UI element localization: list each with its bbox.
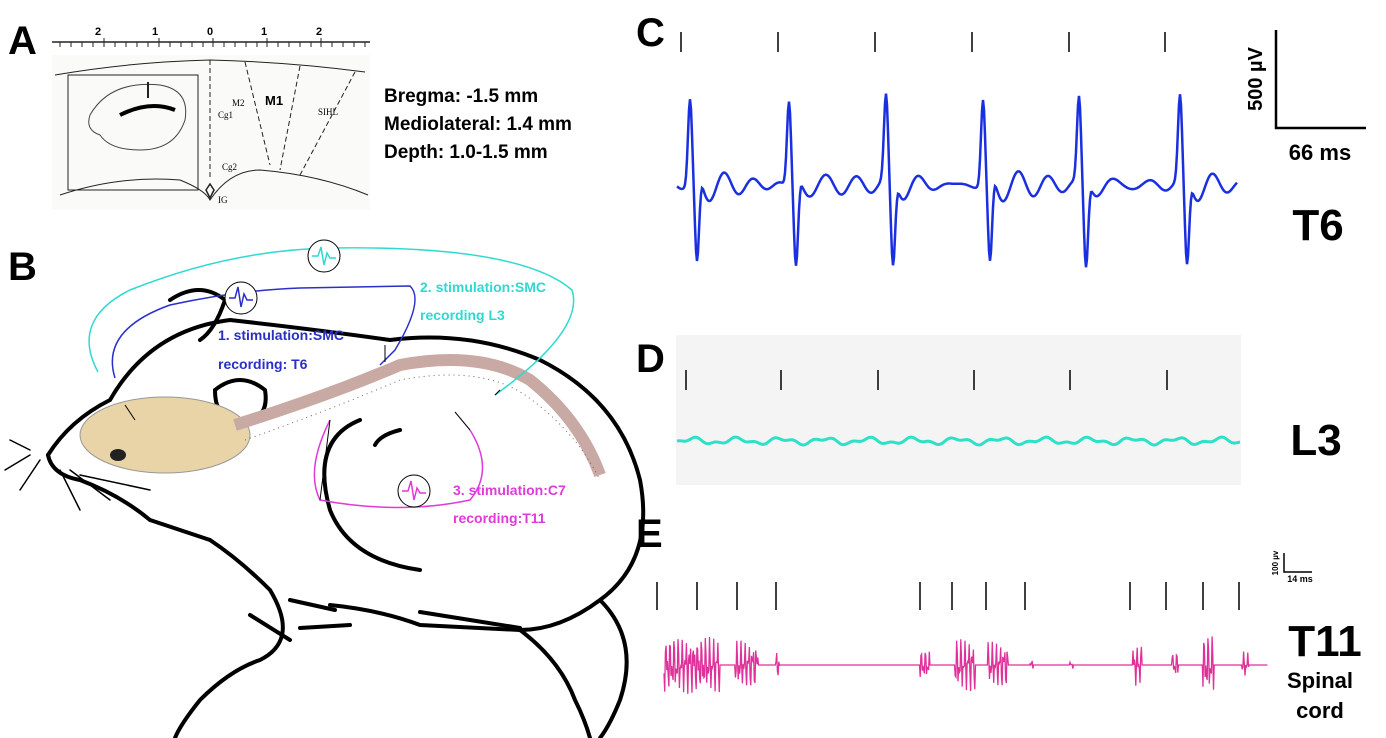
site-label: T11 [1288,617,1361,666]
panel-label: D [636,337,665,381]
trace [677,94,1237,268]
scale-label: 100 µv [1271,550,1280,575]
atlas-label: Cg2 [222,162,237,172]
pathway-recording: recording L3 [420,307,505,323]
atlas-label: SIHL [318,107,338,117]
ruler-label: 1 [261,26,267,38]
coordinate: Mediolateral: 1.4 mm [384,114,572,135]
spinal-cord [235,360,600,475]
coordinate: Bregma: -1.5 mm [384,86,538,107]
pathway-recording: recording: T6 [218,356,308,372]
ruler-labels: 2 1 0 1 2 [95,26,322,38]
site-label: T6 [1292,201,1343,250]
atlas-label: Cg1 [218,110,233,120]
ruler-label: 1 [152,26,158,38]
site-label: L3 [1290,416,1341,465]
scale-label: 14 ms [1287,574,1313,584]
site-note: Spinal [1287,668,1353,693]
pathway-stimulation: 3. stimulation:C7 [453,482,566,498]
panel-label: A [8,19,37,63]
eye [110,449,126,461]
brain [80,397,250,473]
panel-label: B [8,245,37,289]
panel-label: C [636,11,665,55]
pathway-stimulation: 1. stimulation:SMC [218,327,344,343]
coordinate: Depth: 1.0-1.5 mm [384,142,548,163]
recording-icon [225,240,430,507]
ruler-label: 2 [316,26,322,38]
rat [5,290,643,738]
trace-background [676,335,1241,485]
ruler-label: 2 [95,26,101,38]
scale-label: 500 µV [1245,46,1267,110]
figure: A B C D E 2 1 0 1 2 M2 M1 SIHL Cg1 Cg2 I… [0,0,1386,738]
ruler-label: 0 [207,26,213,38]
pathway-stimulation: 2. stimulation:SMC [420,279,546,295]
atlas-label: M1 [265,93,283,108]
trace [664,636,1267,694]
site-note: cord [1296,698,1344,723]
pathway-recording: recording:T11 [453,510,546,526]
scale-bar [1276,30,1366,128]
atlas-label: IG [218,195,228,205]
atlas-label: M2 [232,98,245,108]
scale-bar [1284,553,1312,572]
atlas [52,38,370,210]
scale-label: 66 ms [1289,140,1351,165]
